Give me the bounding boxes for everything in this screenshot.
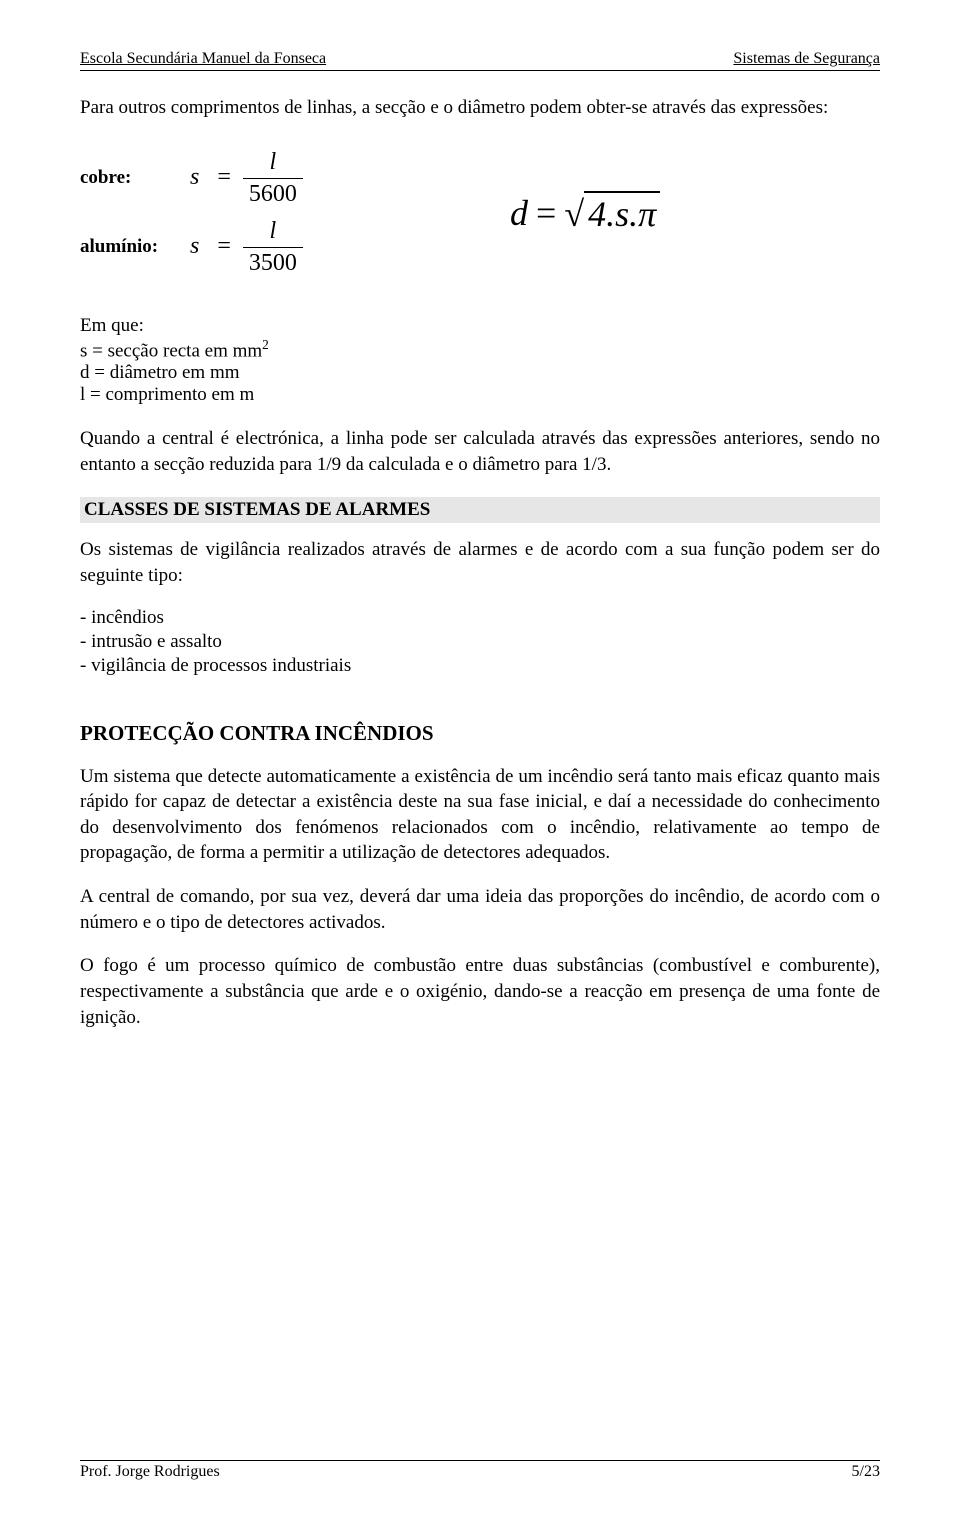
aluminio-label: alumínio: — [80, 236, 190, 258]
page: Escola Secundária Manuel da Fonseca Sist… — [0, 0, 960, 1521]
d-equals: = — [536, 192, 556, 234]
formula-block: cobre: s = l 5600 alumínio: s = l — [80, 139, 880, 287]
classes-list: - incêndios - intrusão e assalto - vigil… — [80, 607, 880, 677]
aluminio-denominator: 3500 — [243, 248, 303, 277]
header-school-name: Escola Secundária Manuel da Fonseca — [80, 50, 326, 68]
definitions-block: Em que: s = secção recta em mm2 d = diâm… — [80, 315, 880, 406]
cobre-equals: = — [217, 164, 231, 190]
cobre-denominator: 5600 — [243, 179, 303, 208]
aluminio-lhs: s — [190, 233, 199, 259]
defs-line1-sup: 2 — [262, 337, 269, 352]
aluminio-equals: = — [217, 233, 231, 259]
cobre-fraction: l 5600 — [243, 149, 303, 208]
fire-p2: A central de comando, por sua vez, dever… — [80, 884, 880, 935]
aluminio-fraction: l 3500 — [243, 218, 303, 277]
defs-line3: l = comprimento em m — [80, 384, 880, 406]
d-sqrt: √ 4.s.π — [564, 191, 660, 235]
fire-p1: Um sistema que detecte automaticamente a… — [80, 764, 880, 867]
list-item: - intrusão e assalto — [80, 631, 880, 653]
defs-line1: s = secção recta em mm2 — [80, 337, 880, 362]
aluminio-numerator: l — [243, 218, 303, 248]
aluminio-equation: s = l 3500 — [190, 218, 303, 277]
cobre-lhs: s — [190, 164, 199, 190]
formula-aluminio-row: alumínio: s = l 3500 — [80, 218, 303, 277]
cobre-equation: s = l 5600 — [190, 149, 303, 208]
header-subject: Sistemas de Segurança — [733, 50, 880, 68]
classes-heading: CLASSES DE SISTEMAS DE ALARMES — [80, 497, 880, 523]
diameter-formula: d = √ 4.s.π — [510, 191, 660, 235]
d-lhs: d — [510, 192, 528, 234]
cobre-label: cobre: — [80, 167, 190, 189]
defs-line1-text: s = secção recta em mm — [80, 340, 262, 361]
formula-cobre-row: cobre: s = l 5600 — [80, 149, 303, 208]
intro-paragraph: Para outros comprimentos de linhas, a se… — [80, 95, 880, 121]
classes-text: Os sistemas de vigilância realizados atr… — [80, 537, 880, 588]
fire-protection-heading: PROTECÇÃO CONTRA INCÊNDIOS — [80, 721, 880, 746]
formula-left-column: cobre: s = l 5600 alumínio: s = l — [80, 139, 303, 287]
defs-intro: Em que: — [80, 315, 880, 337]
central-paragraph: Quando a central é electrónica, a linha … — [80, 426, 880, 477]
d-radicand: 4.s.π — [584, 191, 660, 235]
fire-p3: O fogo é um processo químico de combustã… — [80, 953, 880, 1030]
defs-line2: d = diâmetro em mm — [80, 362, 880, 384]
footer-page-number: 5/23 — [852, 1463, 880, 1481]
page-footer: Prof. Jorge Rodrigues 5/23 — [80, 1460, 880, 1481]
page-header: Escola Secundária Manuel da Fonseca Sist… — [80, 50, 880, 71]
cobre-numerator: l — [243, 149, 303, 179]
footer-author: Prof. Jorge Rodrigues — [80, 1463, 220, 1481]
list-item: - incêndios — [80, 607, 880, 629]
list-item: - vigilância de processos industriais — [80, 655, 880, 677]
radical-sign: √ — [564, 193, 584, 235]
